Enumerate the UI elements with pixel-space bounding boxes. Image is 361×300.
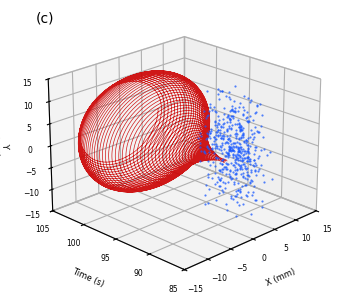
Text: (c): (c) xyxy=(36,12,55,26)
Y-axis label: Time (s): Time (s) xyxy=(70,266,105,288)
X-axis label: X (mm): X (mm) xyxy=(265,267,297,288)
